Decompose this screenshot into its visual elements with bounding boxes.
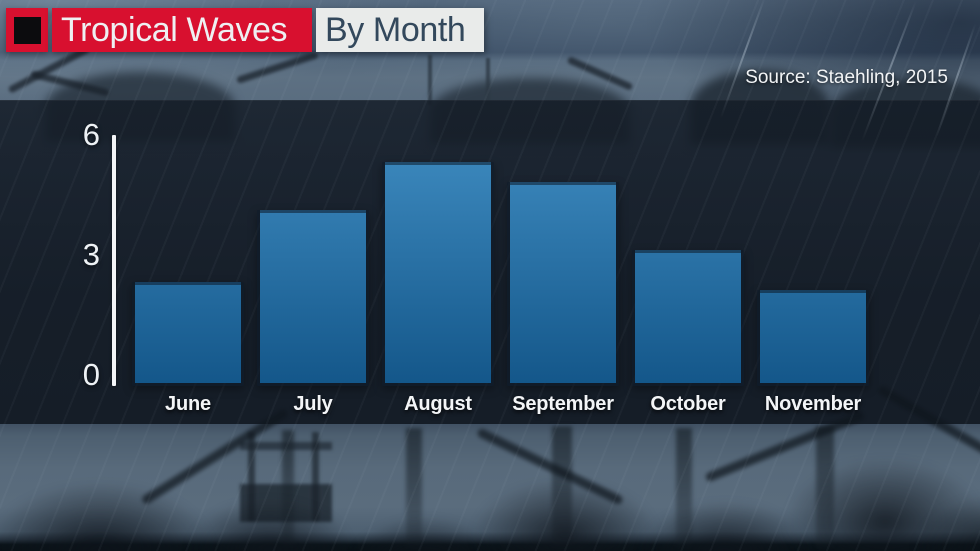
bar-june (132, 282, 244, 386)
bar-august (382, 162, 494, 386)
bar-november (757, 290, 869, 386)
palm-frond-silhouette (315, 495, 535, 551)
y-ticks: 0 3 6 (52, 119, 100, 390)
x-label-august: August (404, 393, 472, 415)
y-tick-0: 0 (82, 357, 100, 392)
pole-silhouette (486, 58, 490, 104)
palm-frond-silhouette (0, 455, 260, 551)
palm-frond-silhouette (600, 478, 850, 551)
bars-group (132, 135, 869, 386)
bar-september (507, 182, 619, 386)
page-title-secondary: By Month (316, 8, 484, 52)
palm-leaf-silhouette (476, 427, 624, 506)
x-label-october: October (650, 393, 726, 415)
y-tick-6: 6 (82, 117, 100, 152)
title-bar: Tropical Waves By Month (6, 8, 484, 52)
x-label-june: June (165, 393, 211, 415)
bar-july (257, 210, 369, 386)
pole-silhouette (428, 55, 432, 105)
palm-trunk-silhouette (816, 426, 834, 546)
palm-trunk-silhouette (282, 430, 294, 545)
source-credit: Source: Staehling, 2015 (745, 67, 948, 88)
palm-frond-silhouette (880, 470, 980, 551)
palm-trunk-silhouette (552, 426, 572, 546)
x-label-july: July (293, 393, 333, 415)
network-logo-block (6, 8, 48, 52)
x-label-september: September (512, 393, 614, 415)
black-square-logo-icon (13, 16, 41, 44)
palm-leaf-silhouette (235, 51, 320, 84)
palm-trunk-silhouette (406, 428, 422, 546)
y-tick-3: 3 (82, 237, 100, 272)
page-title-primary: Tropical Waves (52, 8, 312, 52)
palm-trunk-silhouette (676, 428, 692, 546)
bar-october (632, 250, 744, 386)
x-label-november: November (764, 393, 862, 415)
x-labels: June July August September October November (132, 393, 869, 416)
y-axis-line (112, 135, 116, 386)
